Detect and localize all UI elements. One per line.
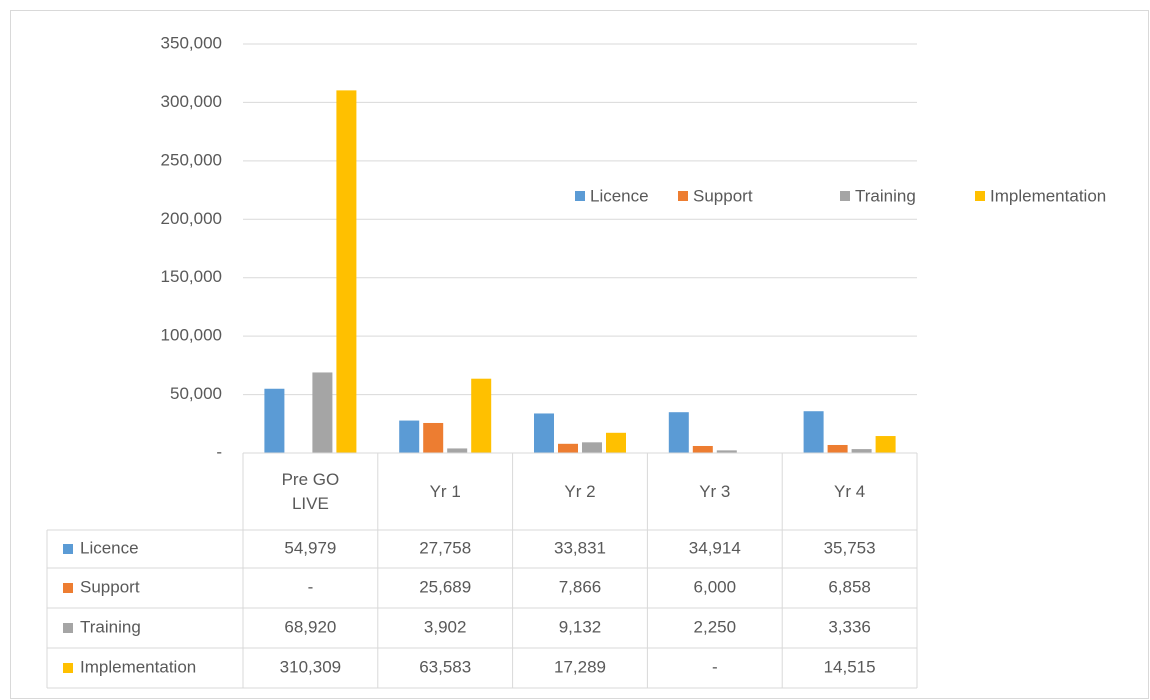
table-cell: 27,758: [419, 538, 471, 557]
table-cell: -: [308, 577, 314, 596]
y-tick-label: 250,000: [161, 150, 222, 169]
table-cell: 2,250: [694, 617, 737, 636]
bar: [336, 90, 357, 453]
legend-label: Licence: [590, 186, 649, 205]
table-cell: 7,866: [559, 577, 602, 596]
bar: [447, 448, 468, 453]
table-legend-swatch: [63, 623, 73, 633]
y-tick-label: 200,000: [161, 209, 222, 228]
category-label: Yr 3: [699, 481, 731, 501]
table-legend-swatch: [63, 663, 73, 673]
legend-swatch: [575, 191, 585, 201]
bar: [668, 412, 689, 453]
category-label: Yr 4: [833, 481, 866, 501]
legend-label: Implementation: [990, 186, 1106, 205]
table-header-cell: Pre GO LIVE: [281, 469, 340, 513]
bar: [399, 420, 420, 453]
y-tick-label: 350,000: [161, 33, 222, 52]
bar: [558, 443, 578, 453]
y-tick-label: 150,000: [161, 267, 222, 286]
table-row-label: Implementation: [80, 657, 196, 676]
table-cell: -: [712, 657, 718, 676]
legend-label: Training: [855, 186, 916, 205]
table-cell: 3,336: [828, 617, 871, 636]
legend-swatch: [975, 191, 985, 201]
y-tick-label: 50,000: [170, 384, 222, 403]
bar: [803, 411, 824, 453]
table-cell: 54,979: [284, 538, 336, 557]
table-header-cell: Yr 3: [699, 481, 731, 501]
table-cell: 14,515: [824, 657, 876, 676]
table-cell: 6,858: [828, 577, 871, 596]
table-cell: 3,902: [424, 617, 467, 636]
y-tick-label: 100,000: [161, 326, 222, 345]
y-tick-label: -: [216, 442, 222, 461]
legend-label: Support: [693, 186, 753, 205]
table-legend-swatch: [63, 583, 73, 593]
table-legend-swatch: [63, 544, 73, 554]
table-header-cell: Yr 4: [833, 481, 866, 501]
table-cell: 310,309: [280, 657, 341, 676]
legend-swatch: [678, 191, 688, 201]
table-cell: 33,831: [554, 538, 606, 557]
category-label: Yr 1: [429, 481, 461, 501]
y-tick-label: 300,000: [161, 92, 222, 111]
legend-swatch: [840, 191, 850, 201]
bar: [471, 378, 492, 453]
bar: [534, 413, 554, 453]
table-row-label: Support: [80, 577, 140, 596]
bar: [264, 388, 285, 453]
bar: [606, 432, 626, 453]
table-cell: 34,914: [689, 538, 741, 557]
bar: [692, 445, 713, 453]
bar: [875, 436, 896, 453]
category-label: Yr 2: [564, 481, 596, 501]
bar: [851, 449, 872, 453]
bar: [827, 444, 848, 453]
table-header-cell: Yr 2: [564, 481, 596, 501]
table-cell: 25,689: [419, 577, 471, 596]
table-cell: 17,289: [554, 657, 606, 676]
category-label: Pre GO LIVE: [281, 469, 340, 513]
bar: [312, 372, 333, 453]
table-cell: 6,000: [694, 577, 737, 596]
table-cell: 68,920: [284, 617, 336, 636]
table-cell: 63,583: [419, 657, 471, 676]
bar: [716, 450, 737, 453]
table-cell: 35,753: [824, 538, 876, 557]
bar: [423, 422, 444, 453]
bar: [582, 442, 602, 453]
table-row-label: Training: [80, 617, 141, 636]
table-row-label: Licence: [80, 538, 139, 557]
chart-frame: [10, 10, 1149, 699]
table-header-cell: Yr 1: [429, 481, 461, 501]
table-cell: 9,132: [559, 617, 602, 636]
